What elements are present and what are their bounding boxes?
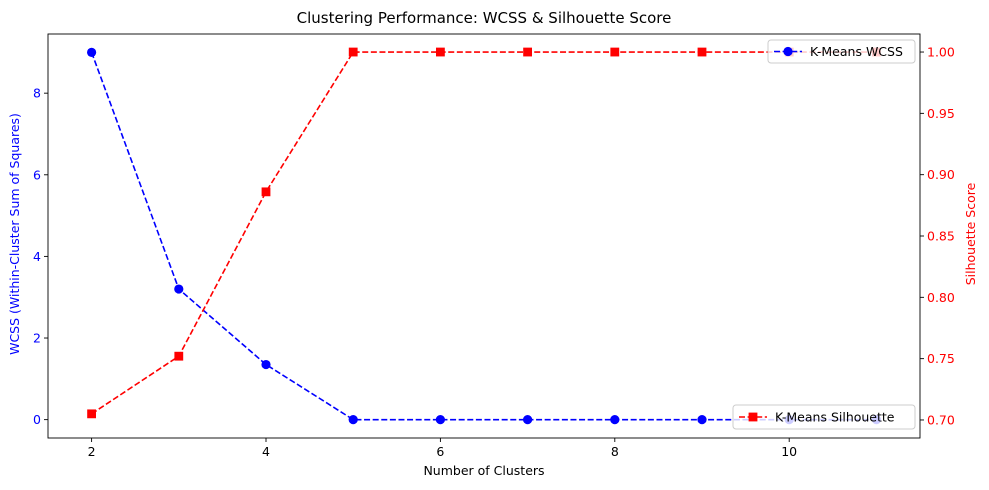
- legend-marker: [783, 46, 793, 57]
- plot-area: [87, 47, 882, 425]
- y-axis-left-label: WCSS (Within-Cluster Sum of Squares): [7, 113, 22, 355]
- wcss-point: [435, 415, 445, 425]
- wcss-point: [348, 415, 358, 425]
- silhouette-point: [697, 47, 707, 57]
- series-line-silhouette: [91, 51, 877, 415]
- plot-frame: [47, 33, 921, 439]
- x-tick-label: 8: [611, 444, 619, 459]
- x-tick-label: 2: [88, 444, 96, 459]
- y-right-tick-label: 0.95: [927, 106, 955, 121]
- y-axis-right-label: Silhouette Score: [963, 182, 978, 285]
- legend-silhouette: K-Means Silhouette: [732, 404, 916, 430]
- legend-label: K-Means WCSS: [810, 44, 903, 59]
- x-axis-label: Number of Clusters: [423, 463, 544, 478]
- y-right-tick-label: 0.80: [927, 290, 955, 305]
- y-right-tick-label: 0.85: [927, 229, 955, 244]
- legend-label: K-Means Silhouette: [775, 410, 895, 425]
- wcss-point: [87, 47, 97, 57]
- wcss-point: [174, 284, 184, 294]
- y-left-tick-label: 4: [33, 249, 41, 264]
- series-line-wcss: [90, 52, 877, 421]
- legends: K-Means WCSS K-Means Silhouette: [732, 39, 916, 430]
- y-right-tick-label: 1.00: [927, 45, 955, 60]
- legend-marker: [748, 412, 758, 422]
- y-right-tick-label: 0.90: [927, 167, 955, 182]
- y-right-tick-label: 0.75: [927, 351, 955, 366]
- y-left-tick-label: 8: [33, 86, 41, 101]
- silhouette-point: [348, 47, 358, 57]
- silhouette-point: [523, 47, 532, 57]
- silhouette-point: [436, 47, 445, 57]
- y-left-tick-label: 2: [33, 331, 41, 346]
- silhouette-point: [87, 409, 96, 419]
- x-tick-label: 10: [781, 444, 797, 459]
- wcss-point: [697, 415, 707, 425]
- legend-frame: [732, 404, 916, 430]
- legend-wcss: K-Means WCSS: [767, 39, 916, 64]
- silhouette-point: [261, 187, 271, 197]
- axes: 2 4 6 8 10 0 2 4 6 8 0.70 0.75 0.80 0.85 0.90 0.95 1.00: [33, 33, 955, 459]
- x-tick-label: 6: [436, 444, 444, 459]
- silhouette-point: [174, 351, 184, 361]
- chart-title: Clustering Performance: WCSS & Silhouett…: [297, 9, 672, 27]
- wcss-point: [610, 415, 620, 425]
- y-left-tick-label: 6: [33, 167, 41, 182]
- legend-frame: [767, 39, 916, 64]
- silhouette-point: [610, 47, 620, 57]
- y-left-tick-label: 0: [33, 412, 41, 427]
- x-tick-label: 4: [262, 444, 270, 459]
- wcss-point: [261, 359, 271, 370]
- wcss-point: [523, 415, 533, 425]
- y-right-tick-label: 0.70: [927, 412, 955, 427]
